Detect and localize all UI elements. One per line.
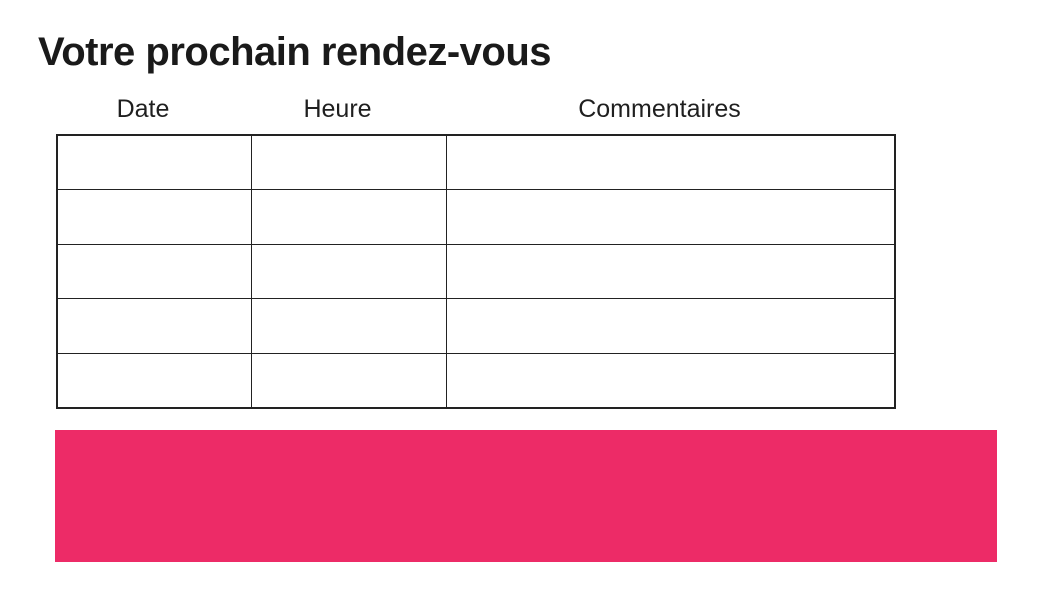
pink-banner — [55, 430, 997, 562]
table-cell-commentaires — [445, 352, 896, 409]
table-cell-heure — [250, 243, 447, 300]
table-row — [56, 243, 896, 300]
table-cell-heure — [250, 352, 447, 409]
appointments-table — [56, 134, 896, 409]
column-header-date: Date — [116, 94, 170, 123]
table-cell-date — [56, 243, 252, 300]
table-cell-commentaires — [445, 189, 896, 245]
table-row — [56, 134, 896, 191]
table-cell-date — [56, 352, 252, 409]
table-cell-heure — [250, 134, 447, 191]
table-cell-date — [56, 189, 252, 245]
table-cell-heure — [250, 189, 447, 245]
column-header-heure: Heure — [303, 94, 372, 123]
table-column-headers: Date Heure Commentaires — [46, 93, 884, 125]
table-cell-commentaires — [445, 298, 896, 354]
column-header-commentaires: Commentaires — [578, 94, 741, 123]
page-title: Votre prochain rendez-vous — [38, 30, 552, 74]
table-row — [56, 352, 896, 409]
table-row — [56, 298, 896, 354]
table-cell-heure — [250, 298, 447, 354]
table-row — [56, 189, 896, 245]
table-cell-date — [56, 298, 252, 354]
table-cell-commentaires — [445, 243, 896, 300]
table-cell-date — [56, 134, 252, 191]
table-cell-commentaires — [445, 134, 896, 191]
